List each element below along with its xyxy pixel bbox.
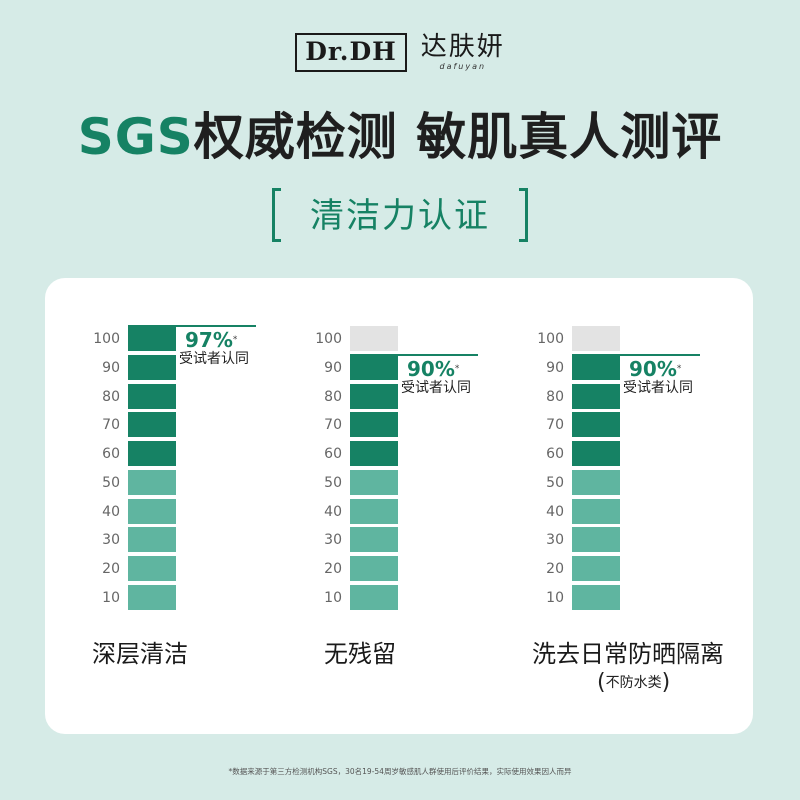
category-label: 无残留 — [324, 640, 396, 668]
y-tick-label: 60 — [324, 446, 342, 462]
y-tick-label: 60 — [102, 446, 120, 462]
y-tick-label: 20 — [546, 561, 564, 577]
bar-segment — [572, 383, 620, 409]
note-paren-open: ( — [597, 670, 606, 695]
y-tick-label: 40 — [546, 503, 564, 520]
note-text: 不防水类 — [605, 675, 662, 691]
results-panel: 100 90 80 70 60 50 40 30 20 10 97%* 受试者认同 深层清洁 100 90… — [45, 278, 753, 734]
left-bracket — [272, 188, 281, 242]
chart-no-residue: 100 90 80 70 60 50 40 30 20 10 90%* 受试者认同 无残留 — [312, 278, 512, 734]
headline-sgs: SGS — [77, 108, 194, 166]
y-tick-label: 70 — [546, 417, 564, 434]
bar-segment — [128, 556, 176, 581]
bar-segment — [128, 527, 176, 553]
value-asterisk: * — [454, 363, 460, 374]
y-tick-label: 30 — [324, 532, 342, 549]
bar-segment — [350, 469, 398, 495]
y-tick-label: 90 — [546, 359, 564, 376]
bar-segment — [350, 326, 398, 351]
bar-segment — [128, 584, 176, 610]
bar-segment — [572, 469, 620, 495]
value-label: 90%* — [407, 358, 459, 380]
value-percent: 97% — [185, 328, 233, 352]
bar-segment — [128, 383, 176, 409]
y-tick-label: 80 — [546, 388, 564, 405]
bar-segment — [350, 556, 398, 581]
bar-segment — [572, 527, 620, 553]
bar-segment — [572, 584, 620, 610]
category-label: 深层清洁 — [92, 640, 188, 668]
bar-segment — [128, 498, 176, 524]
y-tick-label: 10 — [102, 589, 120, 606]
bar-segment — [572, 354, 620, 380]
y-tick-label: 60 — [546, 446, 564, 462]
value-leader-line — [350, 353, 478, 356]
value-leader-line — [128, 325, 256, 327]
chart-sunscreen-removal: 100 90 80 70 60 50 40 30 20 10 90%* 受试者认同 洗去日常防晒隔离 (不… — [532, 278, 734, 734]
bar-segment — [572, 441, 620, 466]
subtitle: 清洁力认证 — [310, 196, 490, 236]
bar-segment — [350, 441, 398, 466]
value-percent: 90% — [407, 356, 455, 381]
headline: SGS权威检测 敏肌真人测评 — [0, 104, 800, 170]
y-tick-label: 50 — [324, 474, 342, 491]
note-paren-close: ) — [661, 670, 671, 695]
value-asterisk: * — [232, 335, 238, 345]
value-asterisk: * — [676, 363, 682, 374]
value-leader-line — [572, 353, 700, 356]
value-caption: 受试者认同 — [401, 379, 471, 396]
bar-segment — [128, 354, 176, 380]
bar-segment — [572, 498, 620, 524]
bar-segment — [350, 383, 398, 409]
y-tick-label: 10 — [546, 589, 564, 606]
logo-pinyin: dafuyan — [439, 62, 487, 71]
right-bracket — [519, 188, 528, 242]
brand-logo: Dr.DH 达肤妍 dafuyan — [0, 32, 800, 72]
y-tick-label: 70 — [324, 417, 342, 434]
y-tick-label: 20 — [102, 561, 120, 577]
y-tick-label: 80 — [102, 388, 120, 405]
y-tick-label: 50 — [102, 474, 120, 491]
bar-segment — [128, 326, 176, 351]
y-tick-label: 90 — [324, 359, 342, 376]
y-tick-label: 100 — [537, 331, 564, 347]
bar-segment — [572, 556, 620, 581]
bar-segment — [350, 584, 398, 610]
headline-rest: 权威检测 敏肌真人测评 — [193, 108, 723, 166]
value-percent: 90% — [629, 356, 677, 381]
value-caption: 受试者认同 — [623, 379, 693, 396]
y-tick-label: 100 — [93, 331, 120, 347]
bar-segment — [572, 326, 620, 351]
y-tick-label: 10 — [324, 589, 342, 606]
bar-segment — [128, 441, 176, 466]
y-tick-label: 50 — [546, 474, 564, 491]
y-tick-label: 70 — [102, 417, 120, 434]
y-tick-label: 30 — [546, 532, 564, 549]
y-tick-label: 100 — [315, 331, 342, 347]
bar-segment — [572, 412, 620, 438]
logo-cn-block: 达肤妍 dafuyan — [421, 32, 505, 72]
bar-segment — [128, 412, 176, 438]
bar-segment — [128, 469, 176, 495]
y-tick-label: 40 — [102, 503, 120, 520]
subtitle-frame: 清洁力认证 — [272, 186, 528, 246]
bar-segment — [350, 527, 398, 553]
value-label: 97%* — [185, 329, 237, 351]
bar-segment — [350, 412, 398, 438]
y-tick-label: 20 — [324, 561, 342, 577]
chart-deep-cleansing: 100 90 80 70 60 50 40 30 20 10 97%* 受试者认同 深层清洁 — [90, 278, 290, 734]
value-caption: 受试者认同 — [179, 351, 249, 367]
logo-en: Dr.DH — [295, 32, 407, 72]
bar-segment — [350, 354, 398, 380]
logo-cn: 达肤妍 — [420, 32, 505, 62]
y-tick-label: 90 — [102, 359, 120, 376]
y-tick-label: 40 — [324, 503, 342, 520]
y-tick-label: 30 — [102, 532, 120, 549]
footnote: *数据来源于第三方检测机构SGS，30名19-54周岁敏感肌人群使用后评价结果，… — [228, 767, 572, 776]
value-label: 90%* — [629, 358, 681, 380]
category-label: 洗去日常防晒隔离 — [532, 640, 724, 668]
y-tick-label: 80 — [324, 388, 342, 405]
bar-segment — [350, 498, 398, 524]
category-note: (不防水类) — [597, 672, 670, 694]
